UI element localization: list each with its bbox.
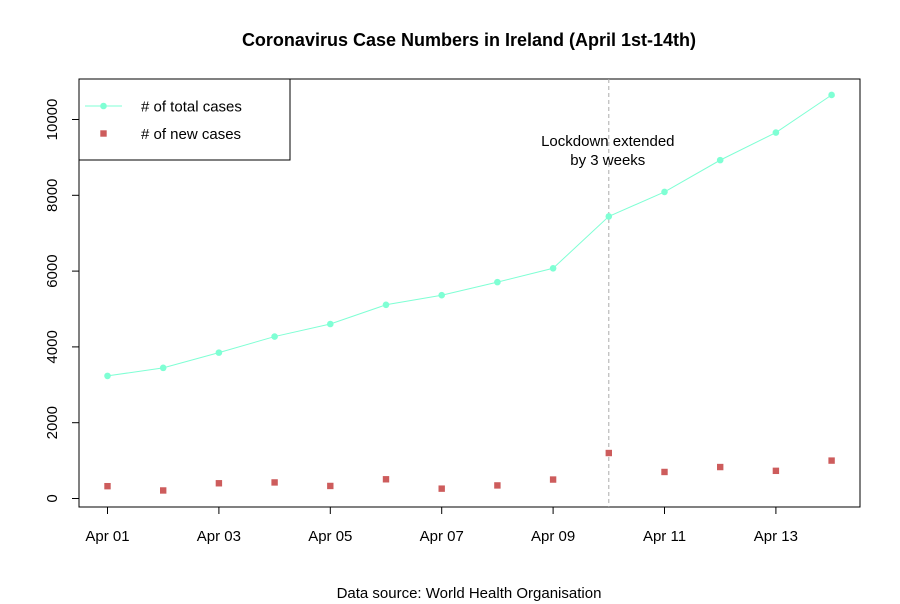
new-cases-point <box>327 482 334 490</box>
legend-point-symbol <box>100 102 107 110</box>
total-cases-point <box>382 301 390 309</box>
total-cases-point <box>828 91 835 99</box>
total-cases-point <box>215 349 223 356</box>
x-tick-label: Apr 03 <box>197 528 241 545</box>
new-cases-point <box>494 482 501 489</box>
new-cases-point <box>215 480 223 487</box>
total-cases-point <box>438 291 446 299</box>
x-tick-label: Apr 11 <box>643 528 686 545</box>
new-cases-point <box>717 463 724 471</box>
new-cases-point <box>160 487 167 494</box>
new-cases-point <box>104 482 111 490</box>
chart-title: Coronavirus Case Numbers in Ireland (Apr… <box>242 30 696 50</box>
legend-square-symbol <box>100 130 107 137</box>
total-cases-point <box>772 129 780 136</box>
series-total-cases <box>104 91 835 380</box>
y-tick-label: 2000 <box>44 406 61 439</box>
new-cases-point <box>772 467 780 475</box>
total-cases-point <box>549 264 557 272</box>
total-cases-line <box>107 94 832 377</box>
legend: # of total cases # of new cases <box>78 78 291 161</box>
new-cases-point <box>271 479 278 486</box>
new-cases-point <box>661 468 668 476</box>
y-tick-label: 4000 <box>44 330 61 363</box>
new-cases-point <box>605 449 612 457</box>
series-new-cases <box>104 449 835 494</box>
new-cases-point <box>438 485 445 492</box>
new-cases-point <box>828 457 835 464</box>
x-tick-label: Apr 13 <box>754 528 798 545</box>
legend-label: # of new cases <box>141 126 241 143</box>
total-cases-point <box>716 156 724 164</box>
total-cases-point <box>494 278 501 286</box>
total-cases-point <box>104 372 111 380</box>
x-tick-label: Apr 05 <box>308 528 352 545</box>
total-cases-point <box>159 364 167 372</box>
new-cases-point <box>382 476 390 483</box>
total-cases-point <box>327 320 334 328</box>
total-cases-point <box>661 188 668 196</box>
annotation: Lockdown extended by 3 weeks <box>541 79 675 507</box>
y-axis: 0 2000 4000 6000 8000 10000 <box>44 99 80 503</box>
lockdown-annotation-text: Lockdown extended <box>541 133 674 150</box>
x-tick-label: Apr 07 <box>420 528 464 545</box>
y-tick-label: 6000 <box>44 254 61 287</box>
y-tick-label: 8000 <box>44 179 61 212</box>
total-cases-point <box>271 333 278 340</box>
series-layer <box>104 91 835 494</box>
legend-box <box>78 78 291 161</box>
lockdown-annotation-text: by 3 weeks <box>570 152 645 169</box>
new-cases-point <box>549 476 557 483</box>
legend-label: # of total cases <box>141 99 242 116</box>
x-axis: Apr 01 Apr 03 Apr 05 Apr 07 Apr 09 Apr 11 Apr … <box>85 506 798 545</box>
x-tick-label: Apr 01 <box>85 528 129 545</box>
y-tick-label: 0 <box>44 494 61 502</box>
data-source-caption: Data source: World Health Organisation <box>337 585 602 602</box>
total-cases-point <box>605 213 613 220</box>
y-tick-label: 10000 <box>44 99 61 141</box>
x-tick-label: Apr 09 <box>531 528 575 545</box>
